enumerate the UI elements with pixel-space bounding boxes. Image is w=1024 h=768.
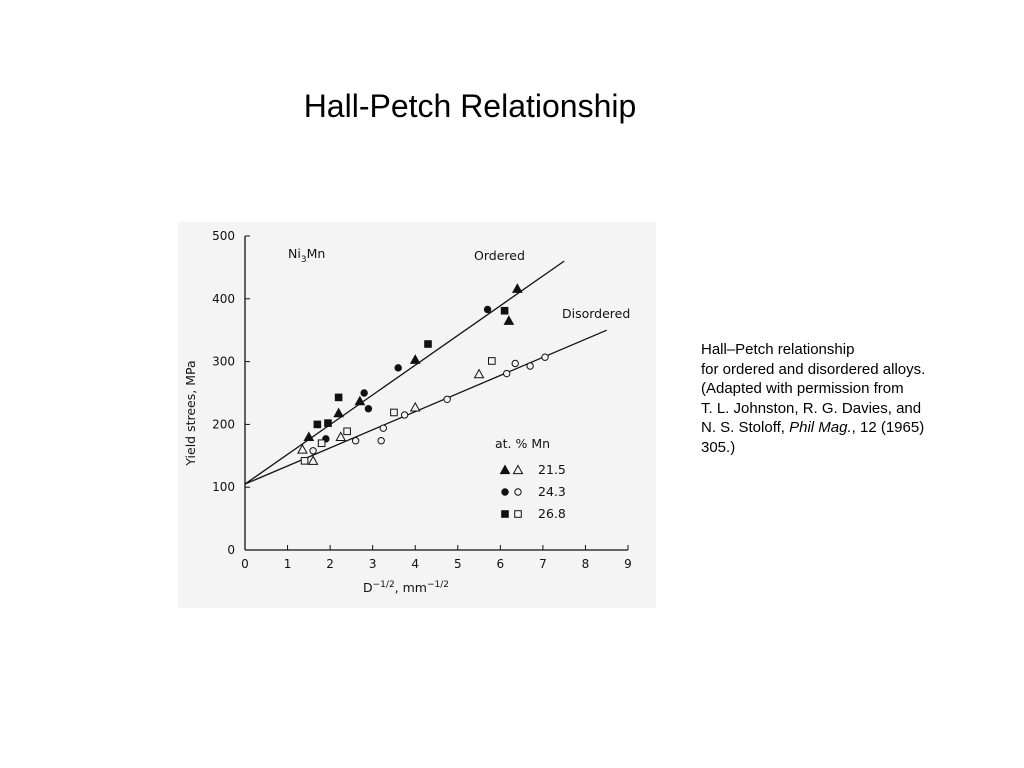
- data-point-triangle-open: [473, 368, 485, 379]
- data-point-circle-open: [526, 362, 534, 370]
- data-point-square-open: [317, 439, 326, 448]
- data-point-circle-open: [443, 395, 451, 403]
- x-axis-title: D−1/2, mm−1/2: [363, 580, 449, 595]
- hall-petch-chart: at. % Mn 21.5 24.3 26.8 0 1 2 3 4 5 6 7 8 9 0 100 200 30…: [183, 229, 632, 595]
- data-point-circle-filled: [483, 305, 492, 314]
- y-tick-label: 500: [212, 229, 235, 243]
- caption-journal: Phil Mag.: [789, 419, 852, 436]
- data-point-circle-filled: [364, 405, 373, 413]
- legend-marker-filled: [501, 510, 509, 518]
- data-point-square-filled: [500, 306, 509, 315]
- data-point-triangle-filled: [503, 315, 515, 325]
- legend-marker-open: [512, 464, 524, 475]
- data-point-triangle-filled: [333, 407, 344, 418]
- data-point-circle-open: [309, 447, 317, 455]
- legend-marker-filled: [501, 488, 509, 496]
- caption-line: for ordered and disordered alloys.: [701, 360, 926, 378]
- data-point-square-filled: [313, 420, 322, 429]
- alloy-label: Ni3Mn: [288, 246, 325, 265]
- caption-line: 305.): [701, 438, 736, 456]
- x-tick-label: 9: [624, 557, 632, 571]
- data-point-circle-open: [503, 369, 511, 378]
- legend-label: 21.5: [538, 462, 566, 477]
- data-point-square-open: [390, 408, 398, 417]
- x-tick-label: 6: [497, 557, 505, 571]
- data-point-square-filled: [334, 393, 343, 402]
- fit-line-label: Ordered: [474, 248, 525, 263]
- caption-line: N. S. Stoloff, Phil Mag., 12 (1965): [701, 418, 1011, 438]
- y-axis-title: Yield strees, MPa: [183, 360, 198, 466]
- data-point-square-open: [488, 357, 496, 365]
- caption-line: Hall–Petch relationship: [701, 341, 855, 358]
- chart-axes: [244, 235, 629, 551]
- data-point-triangle-open: [297, 443, 308, 454]
- x-tick-label: 5: [454, 557, 462, 571]
- data-point-triangle-filled: [409, 354, 421, 364]
- y-tick-label: 300: [212, 355, 235, 369]
- legend-marker-open: [514, 488, 522, 496]
- y-tick-label: 100: [212, 480, 235, 494]
- legend-label: 24.3: [538, 484, 566, 499]
- legend-marker-open: [514, 510, 522, 518]
- data-point-triangle-open: [307, 455, 319, 465]
- data-point-circle-open: [541, 353, 549, 361]
- data-point-circle-filled: [394, 364, 402, 372]
- hall-petch-figure: at. % Mn 21.5 24.3 26.8 0 1 2 3 4 5 6 7 8 9 0 100 200 30…: [178, 222, 656, 608]
- y-tick-label: 0: [227, 543, 235, 557]
- data-point-circle-open: [351, 437, 360, 445]
- data-point-triangle-open: [409, 401, 421, 412]
- fit-line-ordered: [244, 260, 565, 485]
- caption-volume: , 12 (1965): [851, 419, 925, 436]
- data-points: [297, 283, 549, 465]
- chart-legend: at. % Mn 21.5 24.3 26.8: [495, 436, 566, 521]
- data-point-square-open: [300, 457, 309, 465]
- caption-line: (Adapted with permission from: [701, 380, 904, 397]
- chart-labels: 0 1 2 3 4 5 6 7 8 9 0 100 200 300 400 500 D−1/2, mm−1/2 Y…: [183, 229, 632, 595]
- slide-title: Hall-Petch Relationship: [303, 88, 637, 124]
- x-tick-label: 0: [241, 557, 249, 571]
- data-point-triangle-open: [335, 431, 347, 442]
- legend-title: at. % Mn: [495, 436, 550, 451]
- data-point-square-filled: [424, 340, 432, 348]
- x-tick-label: 2: [326, 557, 334, 571]
- fit-line-label: Disordered: [562, 306, 630, 321]
- y-tick-label: 200: [212, 417, 235, 431]
- data-point-triangle-filled: [303, 431, 315, 442]
- data-point-circle-open: [379, 424, 388, 432]
- data-point-square-filled: [324, 419, 332, 427]
- data-point-circle-open: [377, 437, 385, 445]
- x-tick-label: 7: [539, 557, 547, 571]
- x-tick-label: 3: [369, 557, 377, 571]
- fit-line-disordered: [244, 329, 607, 485]
- data-point-square-open: [343, 427, 351, 436]
- data-point-triangle-filled: [512, 283, 523, 293]
- legend-marker-filled: [499, 464, 511, 475]
- figure-caption: Hall–Petch relationship for ordered and …: [701, 340, 1011, 457]
- x-tick-label: 1: [284, 557, 292, 571]
- data-point-triangle-filled: [354, 395, 366, 406]
- caption-authors: N. S. Stoloff,: [701, 419, 790, 436]
- x-tick-label: 4: [411, 557, 419, 571]
- x-tick-label: 8: [582, 557, 590, 571]
- data-point-circle-open: [511, 359, 519, 368]
- data-point-circle-filled: [360, 389, 368, 397]
- y-tick-label: 400: [212, 292, 235, 306]
- caption-line: T. L. Johnston, R. G. Davies, and: [701, 399, 922, 417]
- data-point-circle-open: [400, 411, 409, 419]
- legend-label: 26.8: [538, 506, 566, 521]
